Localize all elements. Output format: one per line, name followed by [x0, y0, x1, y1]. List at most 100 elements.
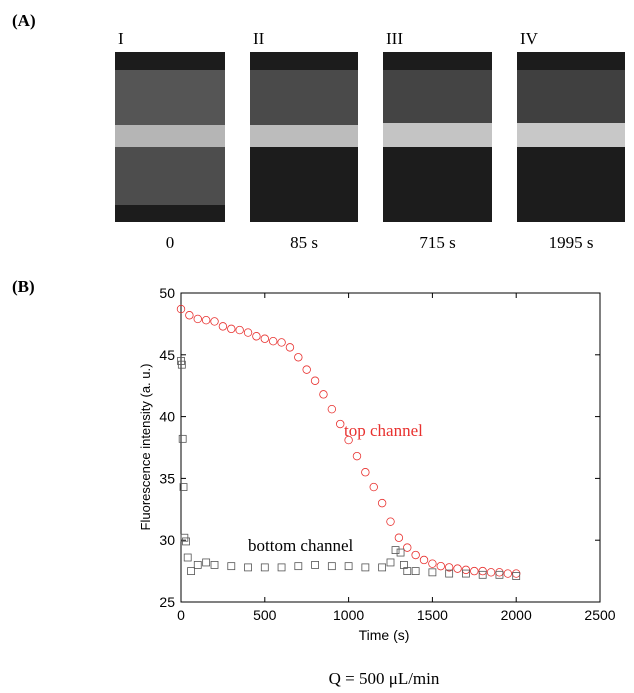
data-point [495, 570, 504, 579]
data-point [182, 537, 190, 546]
data-point [361, 563, 370, 572]
x-tick-label: 0 [177, 607, 185, 623]
data-point [344, 435, 353, 445]
data-point [277, 563, 286, 572]
data-point [294, 562, 303, 571]
data-point [462, 569, 470, 578]
frame-time: 0 [166, 233, 175, 252]
data-point [344, 562, 353, 571]
frame-numeral: I [118, 29, 124, 48]
data-point [369, 482, 378, 492]
x-axis-label: Time (s) [359, 627, 410, 643]
data-point [512, 572, 521, 580]
data-point [386, 558, 395, 567]
data-point [310, 376, 320, 385]
data-point [396, 548, 405, 557]
data-point [285, 343, 295, 352]
data-point [179, 483, 188, 491]
plot-frame [180, 292, 601, 603]
data-point [391, 546, 400, 554]
frame-numeral: IV [520, 29, 539, 48]
data-point [444, 563, 454, 572]
frame-numeral: II [253, 29, 265, 48]
data-point [495, 568, 504, 577]
frame-image [250, 52, 358, 222]
series-annotation: bottom channel [248, 536, 354, 555]
y-tick-label: 40 [159, 409, 175, 425]
frame-image [517, 52, 625, 222]
data-point [478, 570, 487, 579]
frame-time: 1995 s [549, 233, 594, 252]
x-tick-label: 1500 [417, 607, 448, 623]
data-point [327, 404, 337, 414]
frame-time: 85 s [290, 233, 318, 252]
data-point [411, 567, 420, 575]
x-tick-label: 2500 [584, 607, 615, 623]
data-point [277, 338, 286, 347]
data-point [319, 390, 328, 399]
y-axis-label: Fluorescence intensity (a. u.) [138, 364, 153, 531]
data-point [201, 315, 211, 325]
data-point [294, 353, 303, 362]
frame-time: 715 s [419, 233, 455, 252]
data-point [411, 550, 420, 560]
data-point [268, 337, 278, 346]
data-point [260, 563, 269, 572]
caption: Q = 500 μL/min [329, 669, 440, 688]
data-point [453, 564, 462, 573]
data-point [386, 517, 395, 526]
y-tick-label: 45 [159, 347, 175, 363]
data-point [227, 562, 236, 571]
y-tick-label: 25 [159, 594, 175, 610]
data-point [260, 334, 269, 343]
data-point [302, 365, 311, 374]
data-point [193, 314, 202, 324]
data-point [218, 322, 228, 331]
data-point [403, 543, 412, 552]
data-point [377, 498, 387, 508]
data-point [403, 567, 412, 575]
x-tick-label: 1000 [333, 607, 364, 623]
y-tick-label: 35 [159, 470, 175, 486]
series-annotation: top channel [344, 421, 423, 440]
frame-image [115, 52, 225, 222]
data-point [311, 561, 319, 569]
data-point [428, 559, 437, 568]
data-point [252, 332, 261, 341]
data-point [394, 533, 404, 542]
data-point [243, 328, 253, 337]
data-point [176, 304, 186, 314]
x-tick-label: 500 [253, 607, 277, 623]
data-point [352, 451, 362, 461]
data-point [327, 562, 336, 571]
data-point [187, 567, 195, 575]
panel-label: (B) [12, 277, 35, 296]
data-point [361, 468, 370, 477]
data-point [202, 558, 211, 567]
data-point [244, 563, 252, 572]
data-point [378, 563, 387, 572]
data-point [235, 325, 244, 335]
data-point [428, 568, 437, 577]
data-point [178, 434, 187, 443]
frame-image [383, 52, 492, 222]
y-tick-label: 30 [159, 532, 175, 548]
data-point [210, 561, 219, 569]
data-point [177, 360, 186, 369]
data-point [185, 311, 194, 320]
data-point [436, 561, 445, 571]
data-point [183, 553, 192, 562]
data-point [503, 569, 513, 578]
data-point [336, 419, 345, 429]
frame-numeral: III [386, 29, 403, 48]
data-point [512, 569, 521, 578]
panel-label: (A) [12, 11, 36, 30]
data-point [193, 561, 202, 569]
data-point [210, 317, 219, 326]
y-tick-label: 50 [159, 285, 175, 301]
data-point [470, 566, 479, 576]
data-point [227, 324, 236, 334]
data-point [445, 569, 454, 578]
x-tick-label: 2000 [501, 607, 532, 623]
